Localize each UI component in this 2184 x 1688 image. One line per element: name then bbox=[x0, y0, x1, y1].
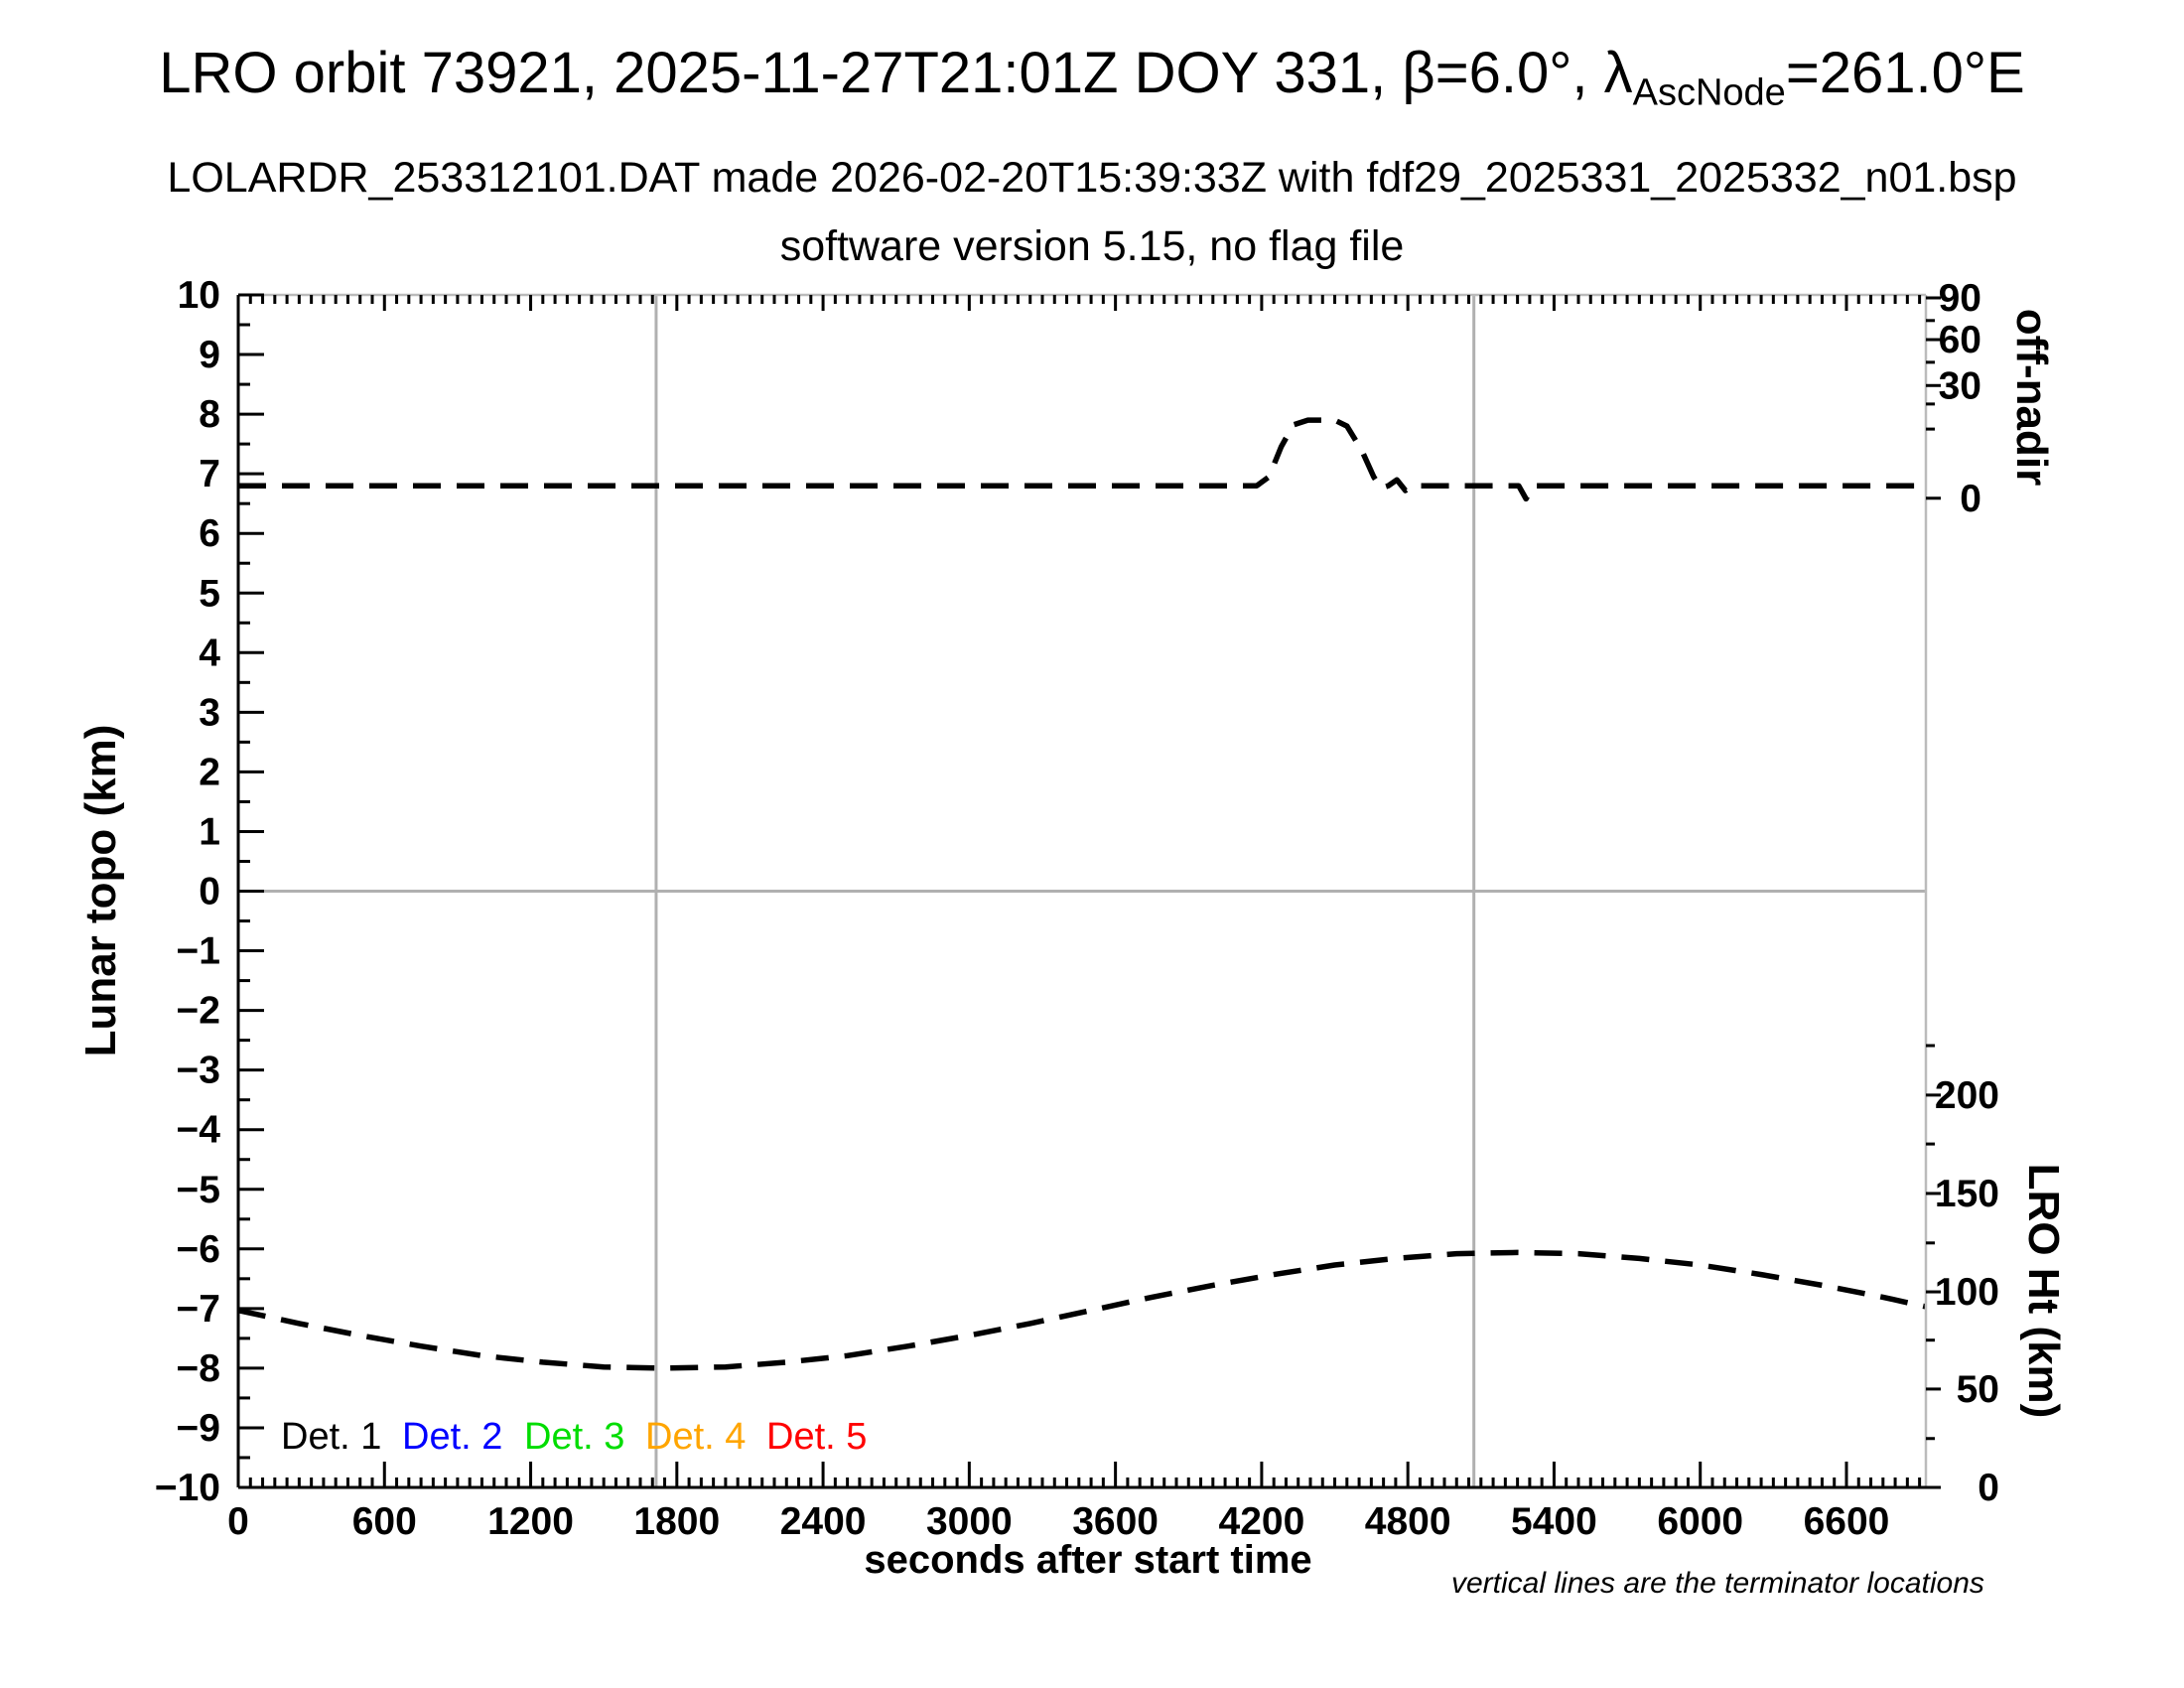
x-tick-label: 6600 bbox=[1804, 1500, 1890, 1543]
off-nadir-tick-label: 0 bbox=[1960, 478, 1981, 520]
legend-item-det5: Det. 5 bbox=[766, 1416, 868, 1458]
x-tick-label: 3000 bbox=[926, 1500, 1013, 1543]
off-nadir-tick-label: 90 bbox=[1939, 277, 1981, 320]
title-subscript: AscNode bbox=[1632, 71, 1786, 114]
lro-ht-tick-label: 200 bbox=[1935, 1074, 1999, 1117]
x-tick-label: 1800 bbox=[633, 1500, 720, 1543]
lro-ht-tick-label: 100 bbox=[1935, 1271, 1999, 1314]
lro-height-curve bbox=[237, 1249, 1927, 1371]
y-tick-label: −1 bbox=[177, 930, 220, 973]
guide-lines bbox=[238, 295, 1926, 1487]
y-axis-title-off-nadir: off-nadir bbox=[2007, 309, 2056, 486]
y-tick-label: 7 bbox=[199, 453, 220, 495]
x-tick-label: 600 bbox=[352, 1500, 417, 1543]
y-tick-label: −6 bbox=[177, 1228, 220, 1271]
y-tick-label: 9 bbox=[199, 334, 220, 376]
legend-item-det2: Det. 2 bbox=[402, 1416, 503, 1458]
y-tick-label: 5 bbox=[199, 572, 220, 615]
x-tick-label: 3600 bbox=[1072, 1500, 1159, 1543]
y-tick-label: 8 bbox=[199, 393, 220, 436]
x-tick-label: 4200 bbox=[1219, 1500, 1305, 1543]
y-tick-label: 1 bbox=[199, 810, 220, 853]
y-tick-label: −5 bbox=[177, 1169, 220, 1211]
legend-item-det4: Det. 4 bbox=[645, 1416, 747, 1458]
off-nadir-tick-label: 60 bbox=[1939, 319, 1981, 361]
y-tick-label: 3 bbox=[199, 691, 220, 734]
y-tick-label: −4 bbox=[177, 1109, 221, 1152]
off-nadir-curve bbox=[238, 417, 1926, 502]
y-tick-label: −7 bbox=[177, 1288, 220, 1331]
x-tick-label: 4800 bbox=[1365, 1500, 1451, 1543]
y-tick-label: −8 bbox=[177, 1347, 220, 1390]
y-axis-title-lro-ht: LRO Ht (km) bbox=[2019, 1164, 2068, 1419]
subtitle-datafile: LOLARDR_253312101.DAT made 2026-02-20T15… bbox=[167, 154, 2017, 202]
legend-item-det3: Det. 3 bbox=[524, 1416, 625, 1458]
y-tick-label: 2 bbox=[199, 751, 220, 793]
y-tick-label: 4 bbox=[199, 632, 220, 674]
subtitle-software: software version 5.15, no flag file bbox=[779, 222, 1405, 270]
off-nadir-tick-label: 30 bbox=[1939, 364, 1981, 407]
title-suffix: =261.0°E bbox=[1785, 41, 2025, 105]
y-tick-label: −2 bbox=[177, 990, 220, 1033]
x-tick-label: 0 bbox=[227, 1500, 249, 1543]
legend-item-det1: Det. 1 bbox=[281, 1416, 382, 1458]
page-title: LRO orbit 73921, 2025-11-27T21:01Z DOY 3… bbox=[0, 41, 2184, 112]
terminator-footnote: vertical lines are the terminator locati… bbox=[1451, 1567, 1984, 1600]
axis-tick-labels: 0 600 1200 1800 2400 3000 3600 4200 4800 5400 6000… bbox=[155, 274, 1999, 1543]
data-curves bbox=[237, 417, 1927, 1371]
lro-ht-tick-label: 0 bbox=[1978, 1467, 1999, 1509]
lro-ht-tick-label: 50 bbox=[1957, 1368, 1999, 1411]
title-main: LRO orbit 73921, 2025-11-27T21:01Z DOY 3… bbox=[159, 41, 1633, 105]
x-axis-title: seconds after start time bbox=[864, 1538, 1311, 1582]
y-tick-label: −3 bbox=[177, 1050, 220, 1092]
x-tick-label: 6000 bbox=[1657, 1500, 1743, 1543]
y-tick-label: −10 bbox=[155, 1467, 220, 1509]
x-tick-label: 1200 bbox=[487, 1500, 574, 1543]
y-axis-title-left: Lunar topo (km) bbox=[76, 725, 125, 1057]
x-tick-label: 5400 bbox=[1511, 1500, 1597, 1543]
lro-ht-tick-label: 150 bbox=[1935, 1173, 1999, 1215]
y-tick-label: 10 bbox=[178, 274, 220, 317]
y-tick-label: −9 bbox=[177, 1407, 220, 1450]
x-tick-label: 2400 bbox=[780, 1500, 867, 1543]
y-tick-label: 6 bbox=[199, 512, 220, 555]
axis-ticks bbox=[236, 293, 1941, 1489]
y-tick-label: 0 bbox=[199, 871, 220, 914]
